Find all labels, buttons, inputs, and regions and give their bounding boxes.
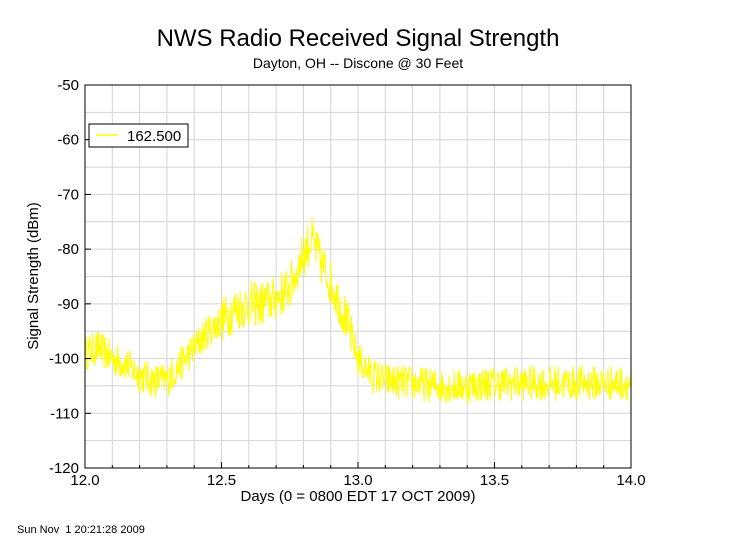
series-point <box>319 260 320 261</box>
x-tick-label: 14.0 <box>616 472 645 489</box>
y-tick-label: -70 <box>57 186 79 203</box>
series-point <box>166 380 167 381</box>
y-tick-label: -80 <box>57 241 79 258</box>
series-point <box>153 380 154 381</box>
chart-subtitle: Dayton, OH -- Discone @ 30 Feet <box>253 55 463 71</box>
series-point <box>549 383 550 384</box>
series-point <box>248 303 249 304</box>
series-point <box>311 238 312 239</box>
series-point <box>344 314 345 315</box>
series-point <box>330 282 331 283</box>
series-point <box>194 347 195 348</box>
series-layer <box>84 216 632 404</box>
y-axis-label: Signal Strength (dBm) <box>25 202 42 350</box>
series-point <box>467 385 468 386</box>
series-point <box>412 383 413 384</box>
series-point <box>276 298 277 299</box>
y-tick-label: -90 <box>57 296 79 313</box>
x-tick-label: 13.5 <box>480 472 509 489</box>
chart-title: NWS Radio Received Signal Strength <box>157 25 560 52</box>
series-point <box>494 383 495 384</box>
series-point <box>180 364 181 365</box>
x-tick-label: 12.0 <box>70 472 99 489</box>
x-axis-label: Days (0 = 0800 EDT 17 OCT 2009) <box>241 488 476 505</box>
series-point <box>112 358 113 359</box>
legend-box <box>88 123 189 148</box>
legend: 162.500 <box>88 123 189 148</box>
series-point <box>262 303 263 304</box>
y-tick-label: -110 <box>50 405 79 422</box>
series-point <box>371 375 372 376</box>
x-tick-label: 12.5 <box>207 472 236 489</box>
series-point <box>126 364 127 365</box>
legend-label: 162.500 <box>127 128 181 145</box>
series-point <box>139 375 140 376</box>
axis-ticks: 12.0 12.5 13.0 13.5 14.0 -50 -60 -70 -80 -90 -100 -… <box>49 77 646 489</box>
series-point <box>358 358 359 359</box>
y-tick-label: -60 <box>57 132 79 149</box>
series-point <box>385 380 386 381</box>
series-point <box>289 287 290 288</box>
series-point <box>235 309 236 310</box>
series-point <box>603 383 604 384</box>
series-line <box>84 216 632 404</box>
series-point <box>576 383 577 384</box>
series-point <box>207 331 208 332</box>
series-point <box>98 347 99 348</box>
x-tick-label: 13.0 <box>343 472 372 489</box>
series-point <box>521 383 522 384</box>
y-tick-label: -120 <box>49 460 79 477</box>
y-tick-label: -50 <box>57 77 79 94</box>
y-tick-label: -100 <box>49 351 79 368</box>
series-point <box>439 385 440 386</box>
series-point <box>303 254 304 255</box>
grid-lines <box>85 85 631 468</box>
series-point <box>221 320 222 321</box>
footer-timestamp: Sun Nov 1 20:21:28 2009 <box>17 524 145 536</box>
